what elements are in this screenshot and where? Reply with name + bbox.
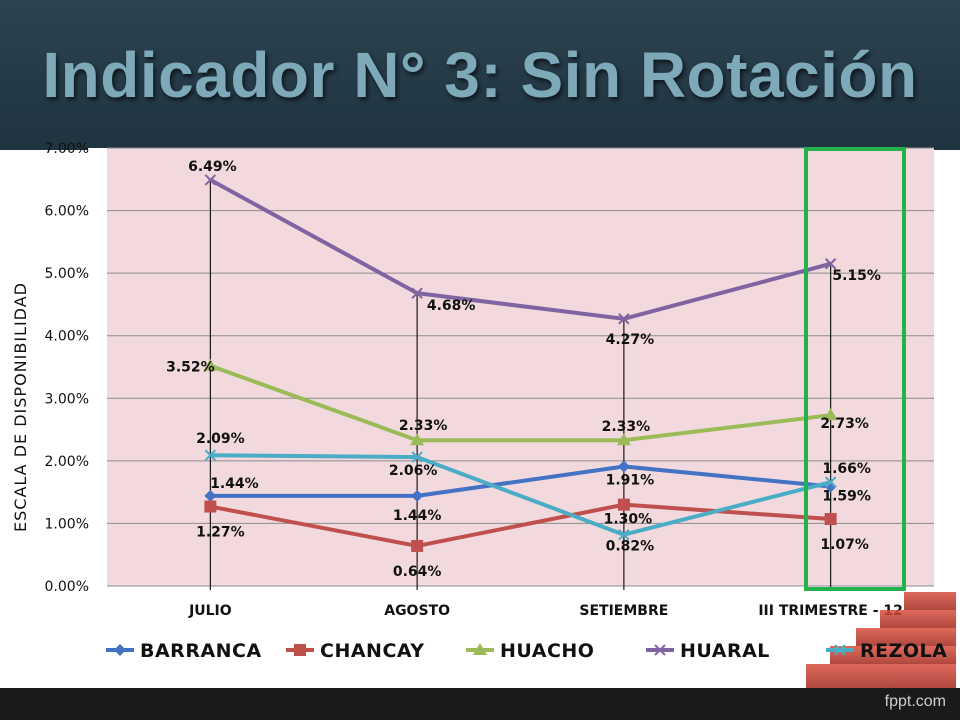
- legend-item-huacho: HUACHO: [466, 640, 594, 662]
- data-point-huacho: [203, 358, 218, 371]
- legend-marker: [294, 644, 306, 656]
- data-point-rezola: [411, 451, 423, 463]
- data-point-chancay: [824, 513, 837, 526]
- data-point-chancay: [617, 498, 630, 511]
- legend-marker: [473, 643, 487, 655]
- legend-label: BARRANCA: [140, 640, 262, 662]
- data-label-huaral: 5.15%: [832, 268, 881, 284]
- data-label-huacho: 2.73%: [820, 416, 869, 432]
- legend-label: HUARAL: [680, 640, 770, 662]
- data-label-huaral: 6.49%: [188, 159, 237, 175]
- x-tick-label: JULIO: [188, 603, 232, 619]
- series-line-chancay: [210, 502, 831, 548]
- y-tick-label: 0.00%: [45, 579, 89, 595]
- series-line-rezola: [210, 453, 832, 537]
- series-rezola: [204, 449, 837, 541]
- series-barranca: [204, 460, 837, 502]
- series-huaral: [204, 174, 837, 325]
- data-point-barranca: [617, 460, 630, 473]
- data-label-huacho: 2.33%: [602, 419, 651, 435]
- data-label-huacho: 3.52%: [166, 360, 215, 376]
- data-point-huacho: [823, 408, 838, 421]
- legend-item-chancay: CHANCAY: [286, 640, 425, 662]
- legend-item-rezola: REZOLA: [826, 640, 947, 662]
- data-label-barranca: 1.59%: [822, 489, 871, 505]
- x-tick-label: III TRIMESTRE - 12: [758, 603, 903, 619]
- legend-marker: [654, 644, 666, 656]
- data-label-huaral: 4.68%: [427, 298, 476, 314]
- legend-label: REZOLA: [860, 640, 947, 662]
- footer-brand: fppt.com: [884, 693, 946, 710]
- data-label-chancay: 1.07%: [820, 537, 869, 553]
- plot-area: [107, 148, 934, 586]
- y-tick-label: 6.00%: [45, 204, 89, 220]
- data-label-barranca: 1.91%: [606, 472, 655, 488]
- gridlines: [107, 147, 934, 587]
- data-point-huaral: [411, 287, 423, 299]
- series-chancay: [204, 498, 837, 552]
- y-tick-label: 4.00%: [45, 329, 89, 345]
- data-label-barranca: 1.44%: [210, 476, 259, 492]
- data-point-rezola: [204, 449, 217, 461]
- legend: BARRANCA CHANCAY HUACHO HUARAL REZOLA: [106, 640, 947, 662]
- data-point-huacho: [616, 433, 631, 446]
- slide-header: [0, 0, 960, 150]
- data-point-chancay: [411, 539, 424, 552]
- series-huacho: [203, 358, 838, 446]
- legend-marker: [114, 644, 126, 656]
- y-axis: 0.00% 1.00% 2.00% 3.00% 4.00% 5.00% 6.00% 7.00%: [45, 141, 89, 595]
- data-point-rezola: [824, 476, 837, 488]
- y-tick-label: 5.00%: [45, 266, 89, 282]
- data-label-rezola: 1.66%: [822, 461, 871, 477]
- series-line-barranca: [210, 464, 831, 498]
- y-tick-label: 1.00%: [45, 516, 89, 532]
- x-axis: JULIO AGOSTO SETIEMBRE III TRIMESTRE - 12: [188, 603, 903, 619]
- stairs-decoration: [806, 592, 956, 688]
- data-label-rezola: 2.09%: [196, 431, 245, 447]
- legend-item-huaral: HUARAL: [646, 640, 770, 662]
- legend-label: HUACHO: [500, 640, 594, 662]
- data-labels: 1.44% 1.44% 1.91% 1.59% 1.27% 0.64% 1.30% 1.07%…: [166, 159, 881, 580]
- y-tick-label: 7.00%: [45, 141, 89, 157]
- data-point-chancay: [204, 500, 217, 513]
- page-title: Indicador N° 3: Sin Rotación: [42, 39, 918, 111]
- highlight-box: [804, 147, 906, 591]
- data-point-huaral: [618, 313, 630, 325]
- legend-marker: [834, 644, 846, 656]
- data-point-barranca: [204, 489, 217, 502]
- y-axis-label: ESCALA DE DISPONIBILIDAD: [11, 282, 30, 532]
- series-line-huacho: [209, 363, 831, 443]
- data-label-huacho: 2.33%: [399, 418, 448, 434]
- legend-label: CHANCAY: [320, 640, 425, 662]
- data-point-huacho: [410, 433, 425, 446]
- data-label-chancay: 0.64%: [393, 564, 442, 580]
- y-tick-label: 3.00%: [45, 391, 89, 407]
- legend-item-barranca: BARRANCA: [106, 640, 262, 662]
- data-label-huaral: 4.27%: [606, 332, 655, 348]
- data-label-chancay: 1.30%: [604, 512, 653, 528]
- data-point-huaral: [824, 258, 837, 270]
- series-line-huaral: [209, 178, 832, 321]
- data-point-barranca: [411, 489, 424, 502]
- line-chart: 0.00% 1.00% 2.00% 3.00% 4.00% 5.00% 6.00% 7.00%…: [11, 141, 956, 688]
- data-label-barranca: 1.44%: [393, 508, 442, 524]
- data-point-rezola: [618, 528, 630, 541]
- data-label-chancay: 1.27%: [196, 525, 245, 541]
- x-tick-label: SETIEMBRE: [579, 603, 668, 619]
- y-tick-label: 2.00%: [45, 454, 89, 470]
- data-label-rezola: 0.82%: [606, 539, 655, 555]
- data-label-rezola: 2.06%: [389, 463, 438, 479]
- x-tick-label: AGOSTO: [384, 603, 450, 619]
- series-lines: [203, 174, 838, 552]
- data-point-huaral: [204, 174, 217, 186]
- footer-bar: [0, 688, 960, 720]
